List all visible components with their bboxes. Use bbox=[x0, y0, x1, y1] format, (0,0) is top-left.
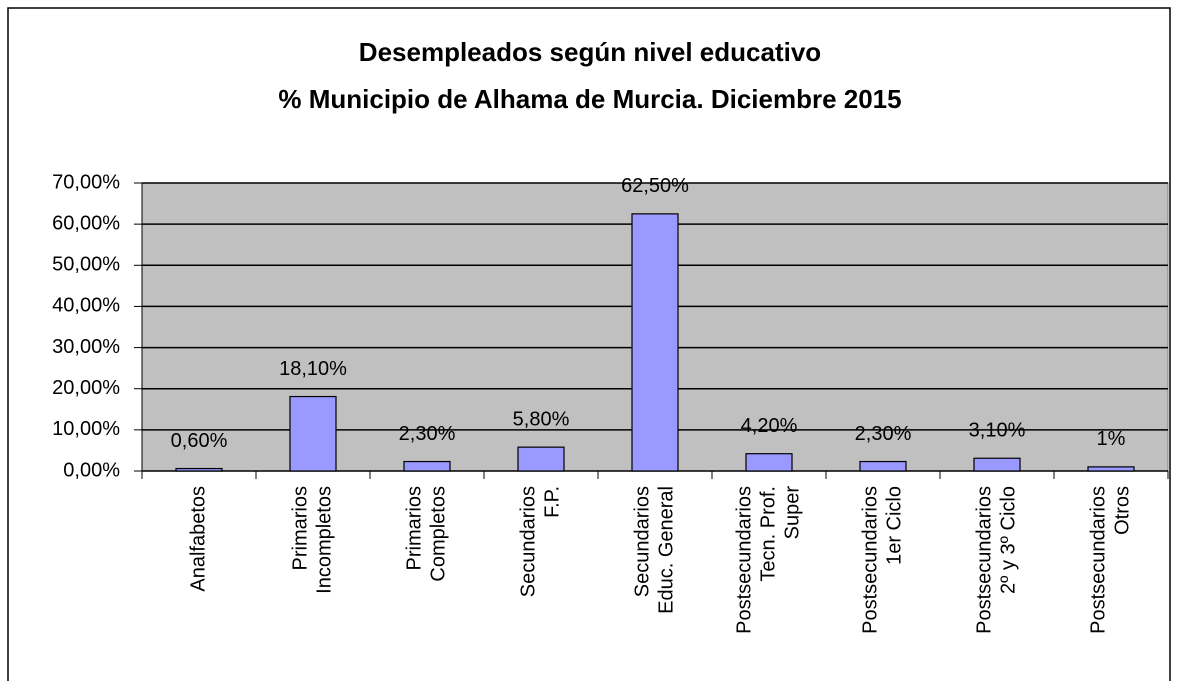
x-tick-label: Otros bbox=[1111, 486, 1133, 535]
y-tick-label: 0,00% bbox=[63, 459, 120, 481]
x-tick-label: Analfabetos bbox=[187, 486, 209, 592]
x-tick-label: Super bbox=[781, 486, 803, 540]
y-tick-label: 70,00% bbox=[52, 171, 120, 193]
x-tick-label: Secundarios bbox=[517, 486, 539, 597]
bar bbox=[1087, 466, 1135, 472]
value-label: 0,60% bbox=[171, 430, 228, 452]
x-tick-label: Educ. General bbox=[655, 486, 677, 614]
value-label: 2,30% bbox=[399, 423, 456, 445]
value-label: 1% bbox=[1097, 428, 1126, 450]
value-label: 5,80% bbox=[513, 408, 570, 430]
value-label: 18,10% bbox=[279, 358, 347, 380]
chart-title: Desempleados según nivel educativo bbox=[359, 37, 821, 67]
x-tick-label: Secundarios bbox=[631, 486, 653, 597]
chart-title: % Municipio de Alhama de Murcia. Diciemb… bbox=[278, 84, 901, 114]
value-label: 4,20% bbox=[741, 415, 798, 437]
x-tick-label: Postsecundarios bbox=[973, 486, 995, 634]
bar bbox=[517, 446, 565, 472]
x-tick-label: 2º y 3º Ciclo bbox=[997, 486, 1019, 594]
y-tick-label: 10,00% bbox=[52, 418, 120, 440]
x-tick-label: 1er Ciclo bbox=[883, 486, 905, 565]
bar bbox=[973, 457, 1021, 472]
x-tick-label: Postsecundarios bbox=[733, 486, 755, 634]
x-tick-label: Postsecundarios bbox=[859, 486, 881, 634]
bar bbox=[631, 213, 679, 472]
y-tick-label: 30,00% bbox=[52, 336, 120, 358]
y-tick-label: 50,00% bbox=[52, 254, 120, 276]
x-tick-label: Primarios bbox=[289, 486, 311, 570]
x-tick-label: Incompletos bbox=[313, 486, 335, 594]
value-label: 62,50% bbox=[621, 175, 689, 197]
bar bbox=[745, 453, 793, 472]
y-tick-label: 40,00% bbox=[52, 295, 120, 317]
x-tick-label: F.P. bbox=[541, 486, 563, 518]
value-label: 3,10% bbox=[969, 420, 1026, 442]
value-label: 2,30% bbox=[855, 423, 912, 445]
bar bbox=[859, 460, 907, 472]
x-tick-label: Primarios bbox=[403, 486, 425, 570]
bar bbox=[289, 395, 337, 472]
y-tick-label: 20,00% bbox=[52, 377, 120, 399]
x-tick-label: Completos bbox=[427, 486, 449, 582]
y-tick-label: 60,00% bbox=[52, 212, 120, 234]
x-tick-label: Postsecundarios bbox=[1087, 486, 1109, 634]
x-tick-label: Tecn. Prof. bbox=[757, 486, 779, 582]
bar bbox=[403, 460, 451, 472]
